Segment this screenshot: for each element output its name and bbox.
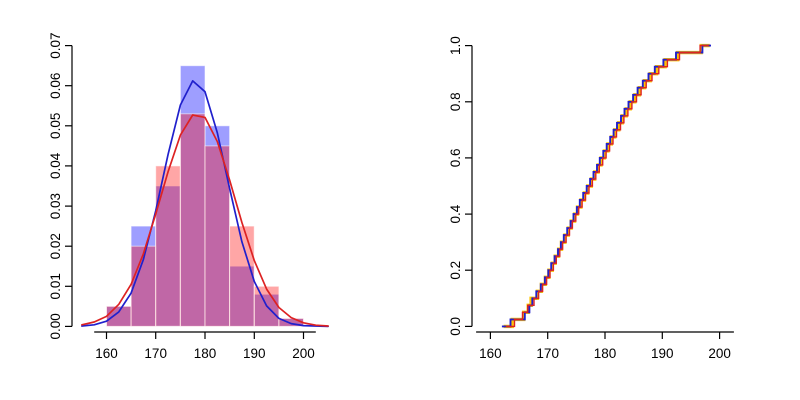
x-tick-label: 190 [651, 346, 674, 361]
y-tick-label: 0.6 [448, 149, 463, 168]
y-tick-label: 1.0 [448, 36, 463, 55]
y-tick-label: 0.00 [48, 313, 63, 339]
y-tick-label: 0.01 [48, 273, 63, 299]
y-tick-label: 0.2 [448, 261, 463, 280]
ecdf-red [505, 44, 709, 328]
x-tick-label: 180 [194, 346, 217, 361]
x-tick-label: 160 [479, 346, 502, 361]
ecdf-chart: 160 170 180 190 200 0.0 0.2 0.4 0.6 0.8 1.0 [448, 36, 734, 361]
density-curve-red [81, 114, 329, 327]
y-tick-label: 0.4 [448, 204, 463, 223]
y-tick-label: 0.8 [448, 92, 463, 111]
histogram-red-bar [130, 245, 157, 327]
y-tick-label: 0.03 [48, 193, 63, 219]
x-tick-label: 160 [95, 346, 118, 361]
histogram-blue-bar [155, 185, 181, 327]
histogram-blue-bar [179, 65, 206, 327]
histogram-red-bar [204, 145, 231, 327]
histogram-panel: 160 170 180 190 200 0.00 0.01 0.02 0.03 0.04 0.05 0… [48, 32, 329, 361]
x-tick-label: 190 [243, 346, 266, 361]
histogram-red-bar [179, 113, 206, 327]
x-tick-label: 180 [594, 346, 617, 361]
y-tick-label: 0.07 [48, 32, 63, 58]
y-tick-label: 0.04 [48, 152, 63, 179]
ecdf-blue [501, 44, 711, 328]
x-tick-label: 200 [708, 346, 731, 361]
histogram-chart: 160 170 180 190 200 0.00 0.01 0.02 0.03 0.04 0.05 0… [48, 32, 329, 361]
y-tick-label: 0.02 [48, 233, 63, 259]
x-tick-label: 170 [536, 346, 559, 361]
ecdf-yellow [503, 43, 710, 329]
density-curve-blue [81, 80, 329, 328]
histogram-red-bar [106, 305, 132, 327]
x-tick-label: 170 [144, 346, 167, 361]
y-tick-label: 0.06 [48, 73, 63, 99]
ecdf-panel: 160 170 180 190 200 0.0 0.2 0.4 0.6 0.8 1.0 [400, 0, 800, 400]
histogram-red-bar [155, 165, 181, 327]
y-tick-label: 0.0 [448, 317, 463, 336]
x-tick-label: 200 [292, 346, 315, 361]
y-tick-label: 0.05 [48, 113, 63, 139]
